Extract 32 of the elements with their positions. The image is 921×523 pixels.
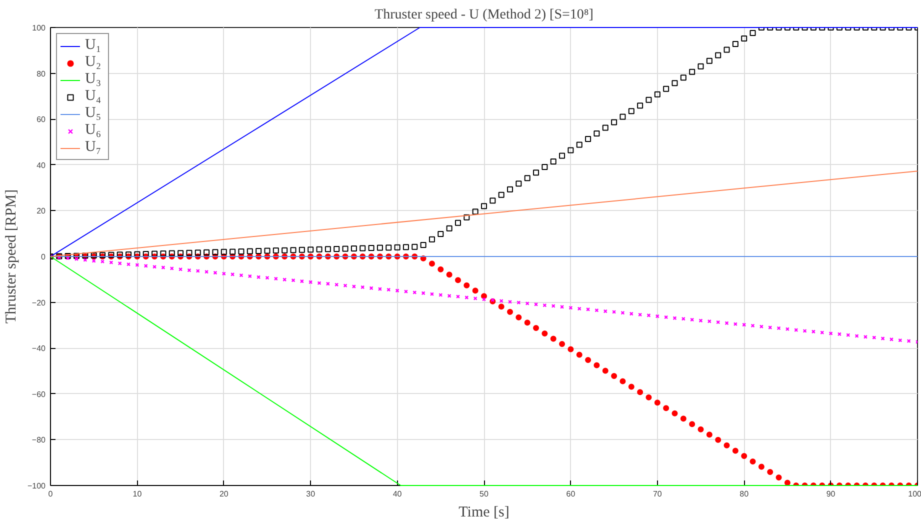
y-tick-label: 80 bbox=[36, 69, 46, 78]
legend-label: U₆ bbox=[85, 122, 102, 139]
x-tick-label: 70 bbox=[652, 490, 662, 498]
legend-label: U₂ bbox=[85, 54, 102, 71]
legend-label: U₁ bbox=[85, 37, 102, 54]
y-tick-label: −20 bbox=[32, 298, 46, 308]
x-axis-title: Time [s] bbox=[458, 504, 510, 520]
x-tick-label: 10 bbox=[132, 490, 142, 498]
y-axis-title: Thruster speed [RPM] bbox=[3, 189, 20, 324]
y-tick-label: −100 bbox=[27, 482, 46, 490]
y-tick-label: 100 bbox=[32, 24, 46, 32]
x-tick-label: 60 bbox=[566, 490, 576, 498]
legend-label: U₅ bbox=[85, 105, 102, 122]
y-tick-label: −40 bbox=[32, 344, 46, 354]
legend-label: U₄ bbox=[85, 88, 102, 105]
x-tick-label: 0 bbox=[48, 490, 54, 498]
y-tick-label: 60 bbox=[36, 115, 46, 124]
y-tick-label: 20 bbox=[36, 206, 46, 216]
x-tick-label: 50 bbox=[480, 490, 489, 498]
x-tick-label: 40 bbox=[392, 490, 402, 498]
y-tick-label: −60 bbox=[32, 390, 46, 399]
x-tick-label: 90 bbox=[826, 490, 836, 498]
x-tick-label: 20 bbox=[219, 490, 229, 498]
legend-label: U₇ bbox=[85, 139, 102, 156]
y-tick-label: 0 bbox=[41, 252, 46, 262]
legend-label: U₃ bbox=[85, 71, 102, 88]
y-tick-label: −80 bbox=[32, 436, 46, 445]
y-tick-label: 40 bbox=[36, 160, 46, 170]
x-tick-label: 100 bbox=[908, 490, 921, 498]
x-tick-label: 30 bbox=[306, 490, 316, 498]
chart-title: Thruster speed - U (Method 2) [S=10⁸] bbox=[374, 8, 594, 22]
x-tick-label: 80 bbox=[740, 490, 750, 498]
